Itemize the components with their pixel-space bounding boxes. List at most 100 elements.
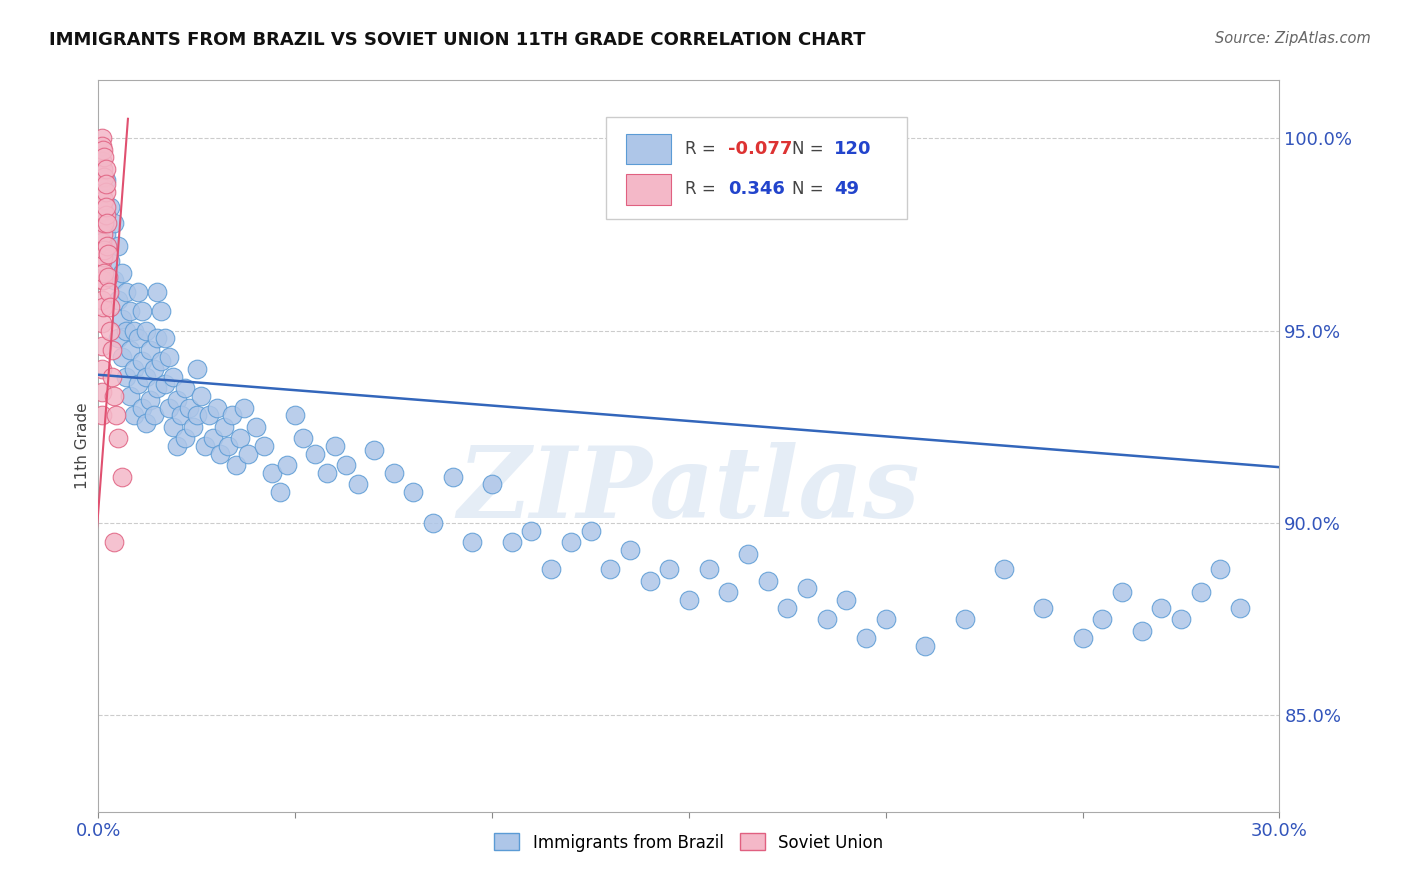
- Point: [155, 377, 177, 392]
- Point: [276, 458, 298, 473]
- Point: [177, 401, 200, 415]
- Point: [111, 470, 134, 484]
- Point: [135, 369, 157, 384]
- Point: [205, 401, 228, 415]
- Point: [98, 301, 121, 315]
- Point: [91, 169, 114, 184]
- Point: [97, 246, 120, 260]
- Point: [91, 216, 114, 230]
- Point: [98, 200, 121, 214]
- Point: [201, 431, 224, 445]
- Point: [335, 458, 357, 473]
- Point: [107, 331, 129, 345]
- Point: [579, 524, 602, 538]
- Point: [170, 408, 193, 422]
- Text: 120: 120: [834, 140, 872, 158]
- Point: [225, 458, 247, 473]
- Point: [197, 408, 219, 422]
- Point: [131, 401, 153, 415]
- Point: [236, 447, 259, 461]
- Point: [118, 343, 141, 357]
- Point: [315, 466, 337, 480]
- Point: [127, 331, 149, 345]
- Text: -0.077: -0.077: [728, 140, 793, 158]
- Point: [91, 204, 114, 219]
- Point: [98, 254, 121, 268]
- Point: [91, 362, 114, 376]
- Point: [174, 431, 197, 445]
- Point: [94, 161, 117, 176]
- Point: [501, 535, 523, 549]
- Point: [162, 419, 184, 434]
- Point: [142, 408, 165, 422]
- Point: [217, 439, 239, 453]
- Point: [107, 239, 129, 253]
- Point: [194, 439, 217, 453]
- Point: [111, 351, 134, 365]
- Point: [214, 419, 236, 434]
- Point: [540, 562, 562, 576]
- Point: [1032, 600, 1054, 615]
- Point: [181, 419, 204, 434]
- Point: [93, 193, 115, 207]
- Point: [150, 354, 173, 368]
- Point: [111, 266, 134, 280]
- Point: [157, 401, 180, 415]
- Point: [638, 574, 661, 588]
- Point: [253, 439, 276, 453]
- Point: [115, 369, 138, 384]
- Text: Source: ZipAtlas.com: Source: ZipAtlas.com: [1215, 31, 1371, 46]
- Point: [91, 185, 114, 199]
- Point: [402, 485, 425, 500]
- Point: [98, 285, 121, 299]
- Point: [174, 381, 197, 395]
- Point: [157, 351, 180, 365]
- Point: [166, 392, 188, 407]
- Legend: Immigrants from Brazil, Soviet Union: Immigrants from Brazil, Soviet Union: [488, 827, 890, 858]
- Point: [91, 385, 114, 400]
- Point: [717, 585, 740, 599]
- Point: [93, 169, 115, 184]
- Y-axis label: 11th Grade: 11th Grade: [75, 402, 90, 490]
- Point: [96, 200, 118, 214]
- Point: [1071, 632, 1094, 646]
- Point: [481, 477, 503, 491]
- Point: [91, 181, 114, 195]
- Point: [914, 639, 936, 653]
- Point: [91, 293, 114, 307]
- Point: [1189, 585, 1212, 599]
- Point: [96, 173, 118, 187]
- Point: [127, 285, 149, 299]
- Text: ZIPatlas: ZIPatlas: [458, 442, 920, 538]
- Point: [245, 419, 267, 434]
- Point: [111, 312, 134, 326]
- Point: [162, 369, 184, 384]
- Point: [91, 254, 114, 268]
- Point: [91, 227, 114, 242]
- Point: [776, 600, 799, 615]
- Point: [186, 408, 208, 422]
- Point: [304, 447, 326, 461]
- Point: [91, 235, 114, 249]
- Point: [619, 543, 641, 558]
- Point: [229, 431, 252, 445]
- Point: [91, 301, 114, 315]
- Text: 49: 49: [834, 180, 859, 198]
- Point: [98, 324, 121, 338]
- Point: [135, 416, 157, 430]
- Point: [1170, 612, 1192, 626]
- Point: [93, 216, 115, 230]
- Point: [93, 150, 115, 164]
- Point: [91, 154, 114, 169]
- Point: [115, 324, 138, 338]
- Point: [93, 266, 115, 280]
- Text: R =: R =: [685, 140, 721, 158]
- Point: [91, 273, 114, 287]
- Point: [284, 408, 307, 422]
- Point: [105, 408, 128, 422]
- Point: [363, 442, 385, 457]
- Point: [91, 273, 114, 287]
- Point: [209, 447, 232, 461]
- Point: [855, 632, 877, 646]
- Point: [190, 389, 212, 403]
